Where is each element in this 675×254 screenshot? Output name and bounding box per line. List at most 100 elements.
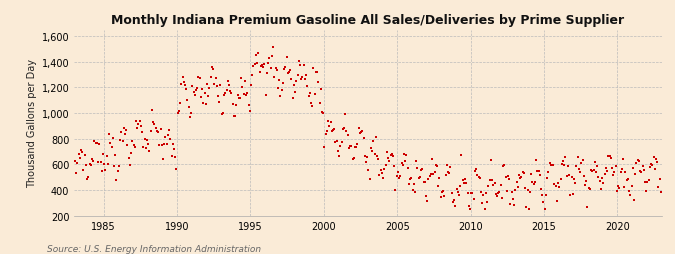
Point bbox=[77, 150, 88, 154]
Point bbox=[375, 169, 386, 173]
Point bbox=[300, 73, 311, 77]
Point bbox=[394, 176, 404, 180]
Point bbox=[624, 189, 634, 193]
Point bbox=[648, 155, 659, 160]
Point bbox=[495, 183, 506, 187]
Point bbox=[111, 178, 122, 182]
Point bbox=[344, 146, 354, 150]
Point bbox=[591, 171, 601, 175]
Point bbox=[632, 159, 643, 163]
Point bbox=[395, 174, 406, 178]
Point bbox=[286, 78, 297, 82]
Point bbox=[133, 123, 144, 127]
Point bbox=[428, 172, 439, 177]
Point bbox=[187, 85, 198, 89]
Point bbox=[583, 187, 594, 191]
Point bbox=[414, 176, 425, 180]
Point bbox=[608, 173, 618, 177]
Point bbox=[362, 155, 373, 160]
Point bbox=[151, 126, 161, 130]
Point bbox=[199, 91, 210, 95]
Point bbox=[626, 184, 637, 188]
Point bbox=[89, 140, 100, 144]
Point bbox=[457, 178, 468, 182]
Point bbox=[281, 56, 292, 60]
Point bbox=[464, 208, 475, 212]
Point bbox=[333, 149, 344, 153]
Point bbox=[533, 169, 544, 173]
Point bbox=[601, 169, 612, 173]
Point bbox=[139, 137, 150, 141]
Point bbox=[524, 190, 535, 194]
Point bbox=[526, 173, 537, 177]
Point bbox=[625, 193, 636, 197]
Point bbox=[132, 126, 142, 131]
Point bbox=[383, 156, 394, 161]
Point bbox=[167, 142, 178, 146]
Point bbox=[90, 141, 101, 145]
Point bbox=[366, 147, 377, 151]
Point bbox=[279, 68, 290, 72]
Point bbox=[425, 174, 435, 178]
Point bbox=[346, 144, 357, 148]
Point bbox=[88, 160, 99, 164]
Point bbox=[313, 81, 324, 85]
Point bbox=[83, 176, 94, 180]
Point bbox=[110, 153, 121, 157]
Point bbox=[118, 126, 129, 130]
Point bbox=[178, 81, 189, 85]
Point bbox=[149, 122, 160, 126]
Point bbox=[541, 194, 551, 198]
Point bbox=[550, 184, 561, 188]
Point bbox=[92, 142, 103, 146]
Point bbox=[407, 188, 418, 193]
Point bbox=[555, 177, 566, 181]
Point bbox=[643, 178, 654, 182]
Point bbox=[406, 176, 416, 180]
Point bbox=[137, 131, 148, 135]
Point bbox=[545, 164, 556, 168]
Point bbox=[85, 163, 96, 167]
Point bbox=[84, 162, 95, 166]
Point bbox=[209, 83, 220, 87]
Point bbox=[419, 180, 430, 184]
Point bbox=[653, 185, 664, 189]
Point bbox=[655, 190, 666, 194]
Point bbox=[160, 136, 171, 140]
Point bbox=[580, 183, 591, 187]
Point bbox=[560, 155, 571, 160]
Point bbox=[529, 183, 539, 187]
Point bbox=[369, 153, 380, 157]
Point bbox=[86, 157, 97, 161]
Point bbox=[184, 115, 195, 119]
Point bbox=[338, 128, 348, 132]
Point bbox=[460, 178, 470, 182]
Y-axis label: Thousand Gallons per Day: Thousand Gallons per Day bbox=[28, 59, 38, 187]
Point bbox=[418, 180, 429, 184]
Point bbox=[564, 173, 574, 177]
Point bbox=[242, 91, 252, 95]
Point bbox=[387, 154, 398, 158]
Point bbox=[402, 167, 413, 171]
Point bbox=[112, 169, 123, 173]
Point bbox=[146, 109, 157, 113]
Point bbox=[612, 189, 622, 193]
Point bbox=[615, 171, 626, 175]
Point bbox=[396, 162, 407, 166]
Point bbox=[306, 101, 317, 105]
Point bbox=[511, 181, 522, 185]
Point bbox=[300, 78, 310, 82]
Point bbox=[392, 174, 402, 178]
Point bbox=[202, 95, 213, 99]
Point bbox=[226, 91, 237, 96]
Point bbox=[225, 90, 236, 94]
Point bbox=[468, 197, 479, 201]
Point bbox=[603, 154, 614, 158]
Point bbox=[128, 144, 139, 148]
Point bbox=[434, 176, 445, 180]
Point bbox=[213, 94, 223, 99]
Point bbox=[247, 73, 258, 77]
Point bbox=[532, 169, 543, 173]
Point bbox=[452, 190, 463, 195]
Point bbox=[576, 162, 587, 166]
